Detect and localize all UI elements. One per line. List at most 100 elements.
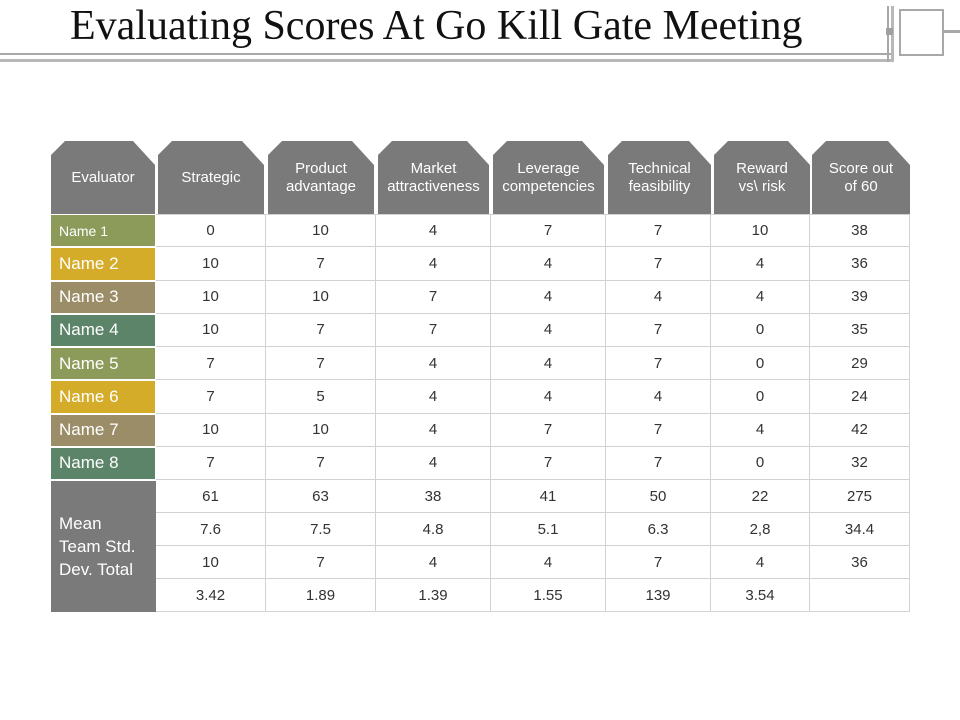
stats-cell: 275	[810, 480, 910, 513]
score-cell: 10	[156, 280, 266, 314]
column-header: Score out of 60	[812, 141, 910, 214]
evaluator-name-cell: Name 2	[51, 248, 155, 280]
score-cell: 0	[711, 380, 810, 414]
score-cell: 4	[376, 247, 491, 281]
frame-dot	[886, 28, 893, 35]
score-cell: 7	[606, 214, 711, 248]
score-cell: 4	[711, 280, 810, 314]
column-header: Strategic	[158, 141, 264, 214]
score-cell: 10	[711, 214, 810, 248]
stats-cell: 50	[606, 480, 711, 513]
stats-cell: 139	[606, 579, 711, 612]
column-header: Product advantage	[268, 141, 374, 214]
stats-cell: 61	[156, 480, 266, 513]
title-underline	[0, 53, 892, 55]
score-cell: 4	[376, 446, 491, 480]
evaluator-name-cell: Name 5	[51, 348, 155, 380]
score-cell: 42	[810, 413, 910, 447]
score-cell: 4	[491, 313, 606, 347]
score-cell: 7	[376, 280, 491, 314]
score-cell: 7	[491, 446, 606, 480]
stats-cell: 6.3	[606, 513, 711, 546]
score-cell: 7	[266, 446, 376, 480]
score-cell: 4	[606, 280, 711, 314]
corner-box-decoration	[899, 9, 944, 56]
column-header: Reward vs\ risk	[714, 141, 810, 214]
score-cell: 29	[810, 347, 910, 381]
score-cell: 7	[376, 313, 491, 347]
score-cell: 32	[810, 446, 910, 480]
evaluator-name-cell: Name 8	[51, 447, 155, 479]
stats-cell: 2,8	[711, 513, 810, 546]
stats-cell: 4	[491, 546, 606, 579]
score-cell: 36	[810, 247, 910, 281]
score-cell: 10	[156, 413, 266, 447]
score-cell: 4	[376, 214, 491, 248]
evaluator-name-cell: Name 7	[51, 414, 155, 446]
column-header: Technical feasibility	[608, 141, 711, 214]
stats-cell: 41	[491, 480, 606, 513]
score-cell: 10	[266, 280, 376, 314]
score-cell: 5	[266, 380, 376, 414]
stats-cell: 36	[810, 546, 910, 579]
stats-cell	[810, 579, 910, 612]
score-cell: 35	[810, 313, 910, 347]
score-cell: 7	[156, 347, 266, 381]
score-cell: 0	[711, 313, 810, 347]
score-cell: 4	[376, 347, 491, 381]
stats-cell: 3.42	[156, 579, 266, 612]
score-cell: 4	[491, 380, 606, 414]
corner-box-line	[944, 30, 960, 33]
stats-cell: 4	[711, 546, 810, 579]
stats-cell: 7.6	[156, 513, 266, 546]
stats-cell: 5.1	[491, 513, 606, 546]
score-cell: 7	[606, 347, 711, 381]
score-cell: 4	[711, 247, 810, 281]
score-cell: 4	[376, 380, 491, 414]
score-cell: 10	[266, 214, 376, 248]
score-cell: 39	[810, 280, 910, 314]
score-cell: 7	[156, 446, 266, 480]
stats-cell: 3.54	[711, 579, 810, 612]
score-cell: 4	[376, 413, 491, 447]
score-cell: 7	[491, 413, 606, 447]
score-cell: 7	[266, 313, 376, 347]
score-cell: 4	[491, 347, 606, 381]
score-cell: 4	[491, 247, 606, 281]
column-header: Leverage competencies	[493, 141, 604, 214]
column-header: Market attractiveness	[378, 141, 489, 214]
evaluator-name-cell: Name 6	[51, 381, 155, 413]
grid-top-line	[156, 214, 910, 215]
evaluator-name-cell: Name 4	[51, 314, 155, 346]
score-cell: 0	[711, 446, 810, 480]
title-underline-secondary	[0, 59, 892, 62]
score-cell: 38	[810, 214, 910, 248]
score-cell: 0	[156, 214, 266, 248]
stats-cell: 4	[376, 546, 491, 579]
evaluator-name-cell: Name 1	[51, 215, 155, 247]
score-cell: 0	[711, 347, 810, 381]
score-cell: 10	[266, 413, 376, 447]
score-cell: 7	[606, 247, 711, 281]
evaluator-name-cell: Name 3	[51, 281, 155, 313]
stats-cell: 4.8	[376, 513, 491, 546]
score-cell: 24	[810, 380, 910, 414]
score-cell: 4	[491, 280, 606, 314]
stats-cell: 7	[266, 546, 376, 579]
score-cell: 4	[606, 380, 711, 414]
score-cell: 7	[266, 347, 376, 381]
stats-label-cell: Mean Team Std. Dev. Total	[51, 481, 156, 612]
stats-cell: 22	[711, 480, 810, 513]
score-cell: 7	[491, 214, 606, 248]
stats-cell: 1.55	[491, 579, 606, 612]
stats-cell: 10	[156, 546, 266, 579]
score-cell: 7	[606, 313, 711, 347]
stats-cell: 1.89	[266, 579, 376, 612]
score-cell: 4	[711, 413, 810, 447]
score-cell: 7	[156, 380, 266, 414]
stats-cell: 7.5	[266, 513, 376, 546]
stats-cell: 38	[376, 480, 491, 513]
stats-cell: 1.39	[376, 579, 491, 612]
score-cell: 7	[606, 413, 711, 447]
score-cell: 10	[156, 313, 266, 347]
